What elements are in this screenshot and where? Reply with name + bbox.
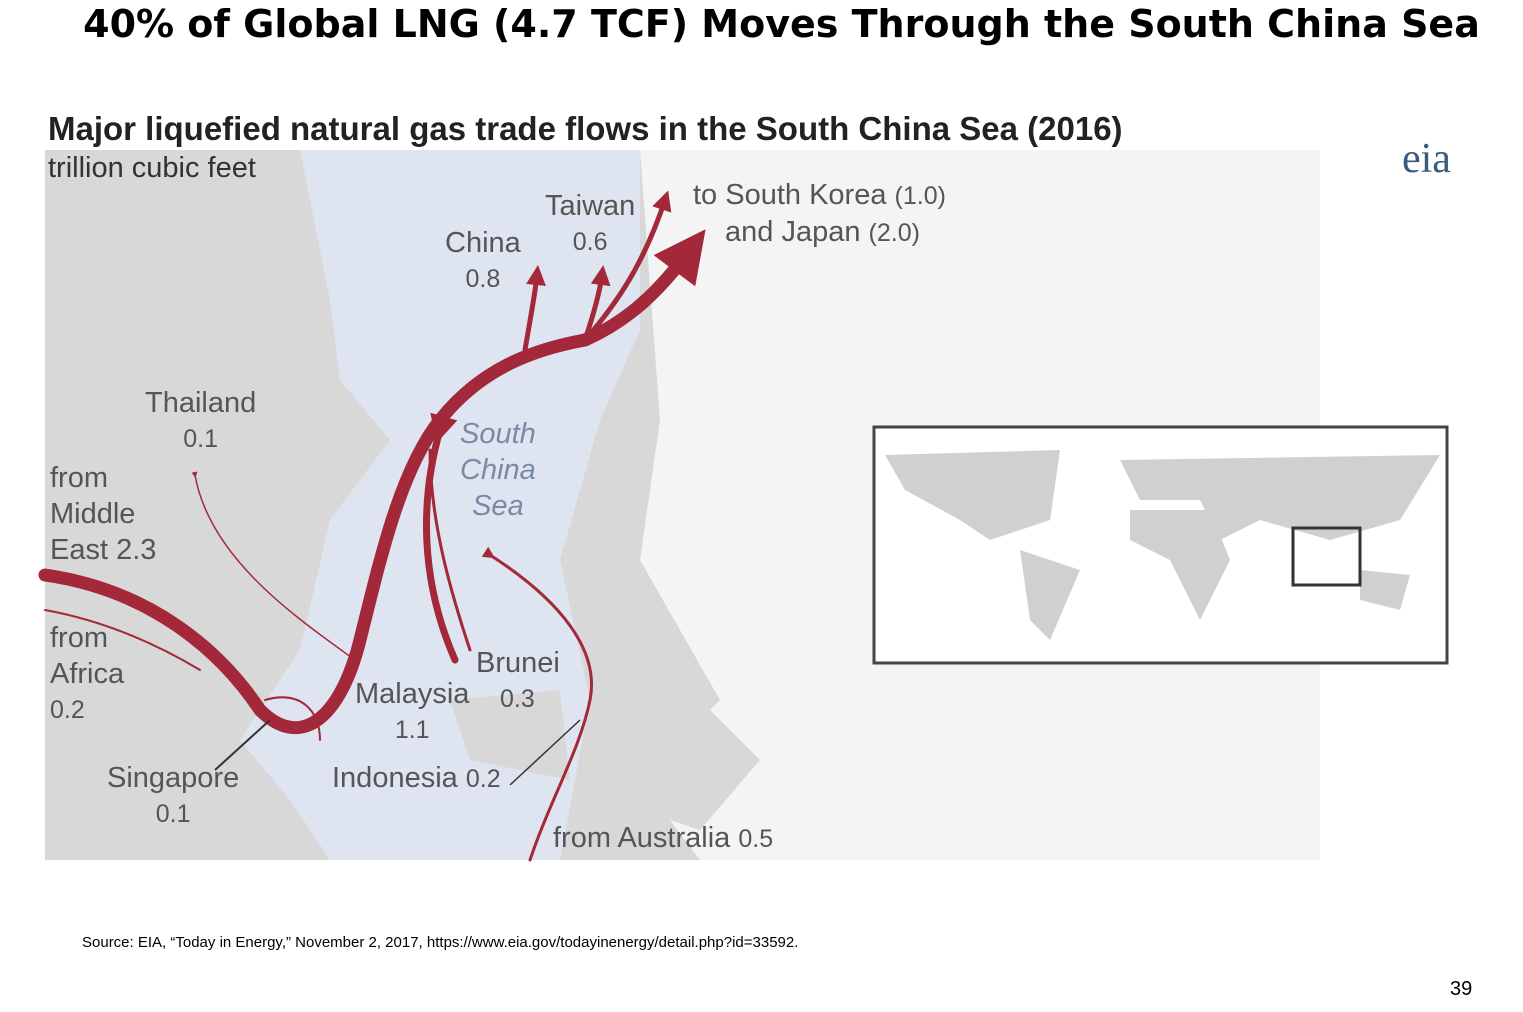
place-label: Malaysia 1.1 <box>355 676 469 748</box>
label-value: 0.8 <box>465 265 501 293</box>
world-land <box>885 450 1440 640</box>
label-row: Indonesia 0.2 <box>332 760 501 797</box>
label-text: from <box>50 622 108 654</box>
flows <box>38 190 706 862</box>
label-text: Taiwan <box>545 190 636 222</box>
label-value: 0.2 <box>50 696 85 724</box>
label-text: Brunei <box>476 647 560 679</box>
label-row: to South Korea (1.0) <box>693 177 946 214</box>
label-value: 0.1 <box>155 800 191 828</box>
label-value: (1.0) <box>894 182 946 210</box>
label-text: Middle <box>50 498 136 530</box>
source: Source: EIA, “Today in Energy,” November… <box>82 934 799 951</box>
sea-label-line: South <box>460 418 536 450</box>
label-value: 1.1 <box>394 716 430 744</box>
place-label: from Middle East 2.3 <box>50 460 156 568</box>
label-text: and Japan <box>725 216 861 248</box>
place-label: to South Korea (1.0) and Japan (2.0) <box>693 177 946 251</box>
label-value: 0.5 <box>738 825 774 853</box>
page-number: 39 <box>1450 978 1473 1000</box>
label-text: Singapore <box>107 762 240 794</box>
sea-label-line: China <box>460 454 536 486</box>
place-label: from Africa 0.2 <box>50 620 124 728</box>
label-text: Malaysia <box>355 678 470 710</box>
label-text: Africa <box>50 658 125 690</box>
place-label: Thailand 0.1 <box>145 385 256 457</box>
place-label: China 0.8 <box>445 225 521 297</box>
label-value: (2.0) <box>868 219 920 247</box>
label-value: 0.2 <box>465 765 501 793</box>
label-value: 0.1 <box>183 425 218 453</box>
label-text: East 2.3 <box>50 534 157 566</box>
logo: eia <box>1402 136 1451 182</box>
place-label: Singapore 0.1 <box>107 760 239 832</box>
islands <box>450 690 760 830</box>
label-text: from <box>50 462 108 494</box>
place-label: Brunei 0.3 <box>476 645 560 717</box>
label-row: from Australia 0.5 <box>553 820 773 857</box>
label-text: from Australia <box>553 822 731 854</box>
slide-title: 40% of Global LNG (4.7 TCF) Moves Throug… <box>83 2 1480 46</box>
label-text: China <box>445 227 521 259</box>
sea-label-line: Sea <box>472 490 524 522</box>
map-title: Major liquefied natural gas trade flows … <box>48 110 1123 147</box>
inset-box <box>1291 526 1362 587</box>
leader <box>214 719 271 771</box>
place-label: from Australia 0.5 <box>553 820 773 857</box>
map-subtitle: trillion cubic feet <box>48 152 256 184</box>
label-row: and Japan (2.0) <box>693 214 946 251</box>
place-label: Indonesia 0.2 <box>332 760 501 797</box>
label-text: to South Korea <box>693 179 887 211</box>
label-text: Thailand <box>145 387 257 419</box>
label-text: Indonesia <box>332 762 458 794</box>
label-value: 0.3 <box>500 685 535 713</box>
sea-label: South China Sea <box>460 416 536 524</box>
place-label: Taiwan 0.6 <box>545 188 635 260</box>
label-value: 0.6 <box>572 228 608 256</box>
leader <box>509 719 581 786</box>
